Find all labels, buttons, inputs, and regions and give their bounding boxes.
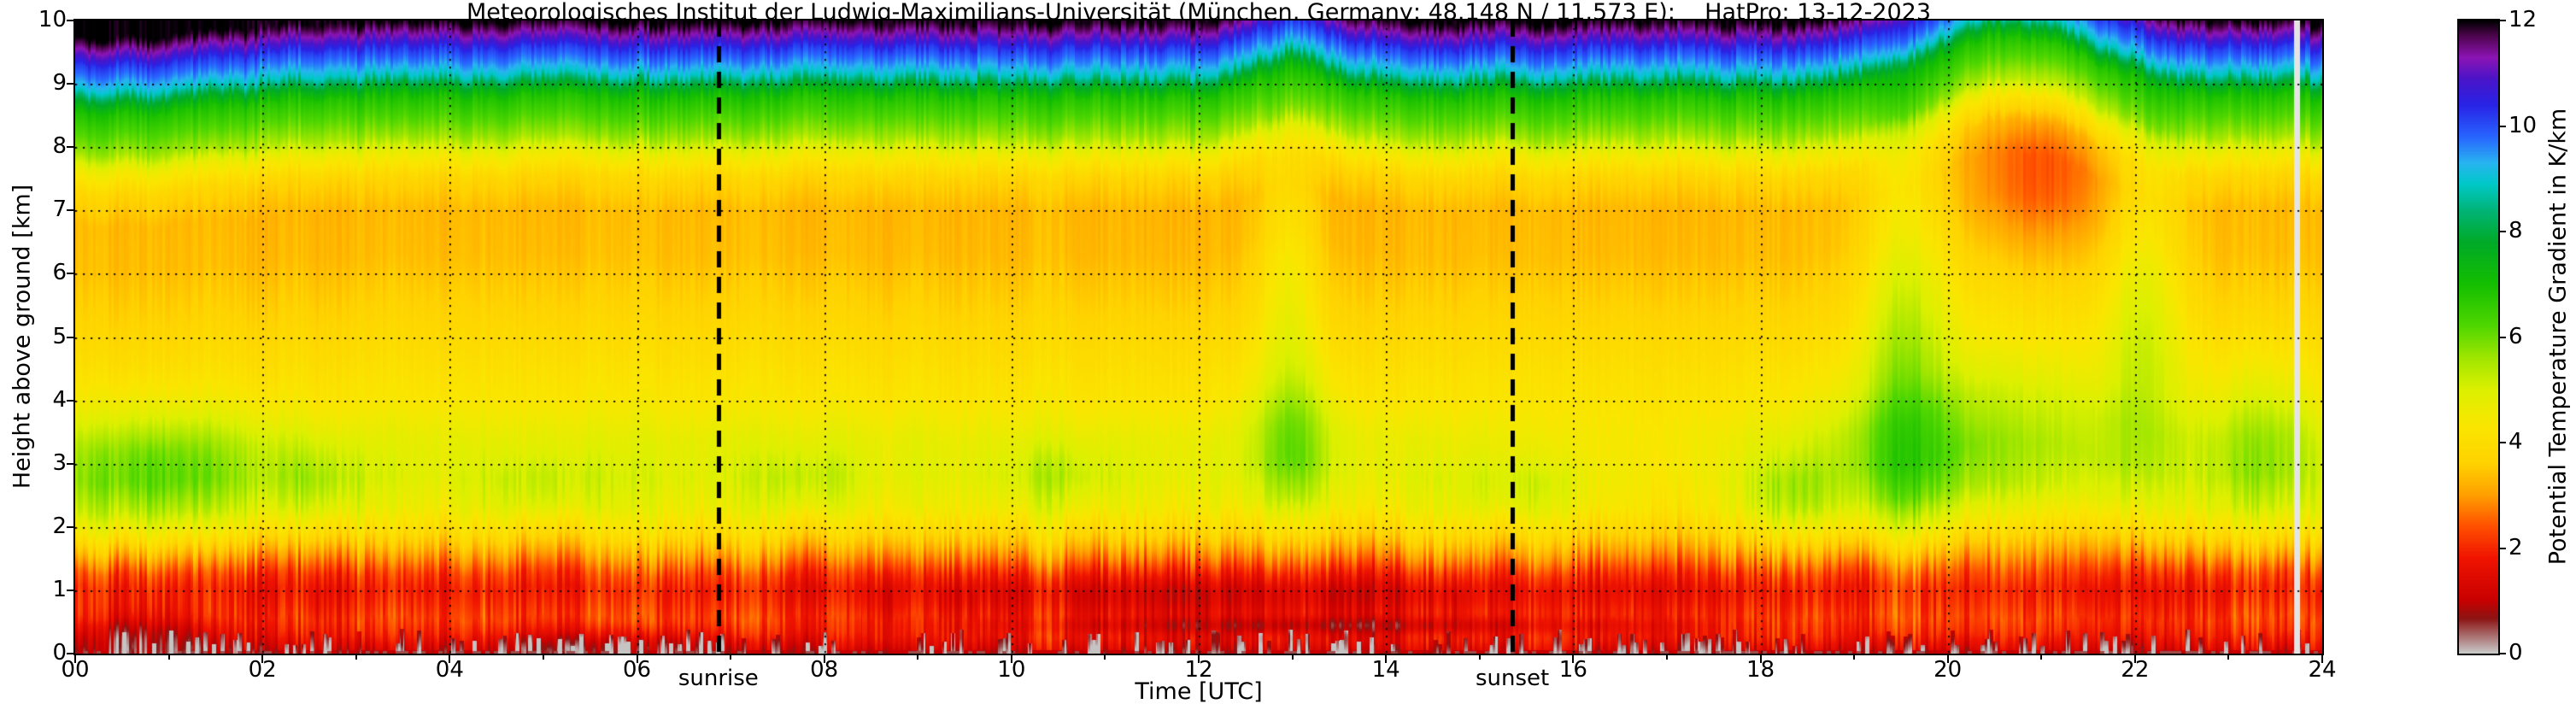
x-minor-tick — [917, 654, 919, 660]
x-major-tick — [1198, 654, 1200, 663]
x-major-tick — [261, 654, 264, 663]
y-tick-label: 8 — [52, 133, 67, 160]
y-major-tick — [67, 653, 75, 654]
y-tick-label: 7 — [52, 197, 67, 223]
y-major-tick — [67, 83, 75, 85]
colorbar-tick-label: 8 — [2509, 218, 2523, 243]
y-major-tick — [67, 589, 75, 591]
x-major-tick — [1385, 654, 1388, 663]
y-tick-label: 0 — [52, 640, 67, 666]
y-tick-label: 5 — [52, 323, 67, 349]
sun-event-label: sunrise — [678, 666, 759, 691]
colorbar-tick — [2499, 20, 2506, 21]
x-minor-tick — [1291, 654, 1294, 660]
x-minor-tick — [730, 654, 732, 660]
x-major-tick — [1759, 654, 1762, 663]
colorbar-tick-label: 0 — [2509, 640, 2523, 666]
colorbar-tick-label: 2 — [2509, 534, 2523, 560]
x-minor-tick — [1104, 654, 1106, 660]
y-major-tick — [67, 209, 75, 212]
x-minor-tick — [167, 654, 170, 660]
x-major-tick — [74, 654, 76, 663]
y-major-tick — [67, 20, 75, 21]
x-minor-tick — [1665, 654, 1668, 660]
x-major-tick — [1010, 654, 1012, 663]
heatmap-canvas — [75, 21, 2322, 654]
y-major-tick — [67, 399, 75, 402]
y-tick-label: 1 — [52, 576, 67, 602]
colorbar-tick-label: 6 — [2509, 323, 2523, 349]
y-tick-label: 3 — [52, 449, 67, 476]
x-major-tick — [449, 654, 451, 663]
x-major-tick — [636, 654, 638, 663]
x-major-tick — [1572, 654, 1575, 663]
x-minor-tick — [1853, 654, 1856, 660]
x-major-tick — [2133, 654, 2136, 663]
y-tick-label: 4 — [52, 386, 67, 413]
x-minor-tick — [355, 654, 357, 660]
x-major-tick — [823, 654, 825, 663]
colorbar-tick-label: 4 — [2509, 429, 2523, 455]
y-tick-label: 9 — [52, 70, 67, 97]
colorbar-tick-label: 10 — [2509, 112, 2538, 138]
colorbar-tick — [2499, 125, 2506, 127]
x-minor-tick — [2040, 654, 2043, 660]
x-minor-tick — [542, 654, 544, 660]
colorbar-canvas — [2459, 21, 2498, 654]
colorbar-tick — [2499, 231, 2506, 232]
colorbar-tick — [2499, 653, 2506, 654]
y-tick-label: 2 — [52, 513, 67, 539]
x-minor-tick — [1478, 654, 1481, 660]
colorbar-tick — [2499, 442, 2506, 443]
y-major-tick — [67, 336, 75, 338]
y-tick-label: 6 — [52, 260, 67, 286]
x-major-tick — [2321, 654, 2323, 663]
x-axis-label: Time [UTC] — [1135, 678, 1263, 704]
sun-event-label: sunset — [1475, 666, 1550, 691]
y-major-tick — [67, 273, 75, 275]
y-tick-label: 10 — [38, 7, 67, 32]
colorbar-tick — [2499, 547, 2506, 549]
colorbar-tick-label: 12 — [2509, 7, 2538, 32]
y-major-tick — [67, 146, 75, 149]
y-major-tick — [67, 525, 75, 528]
x-major-tick — [1946, 654, 1949, 663]
y-major-tick — [67, 462, 75, 465]
x-minor-tick — [2227, 654, 2230, 660]
colorbar-tick — [2499, 336, 2506, 338]
